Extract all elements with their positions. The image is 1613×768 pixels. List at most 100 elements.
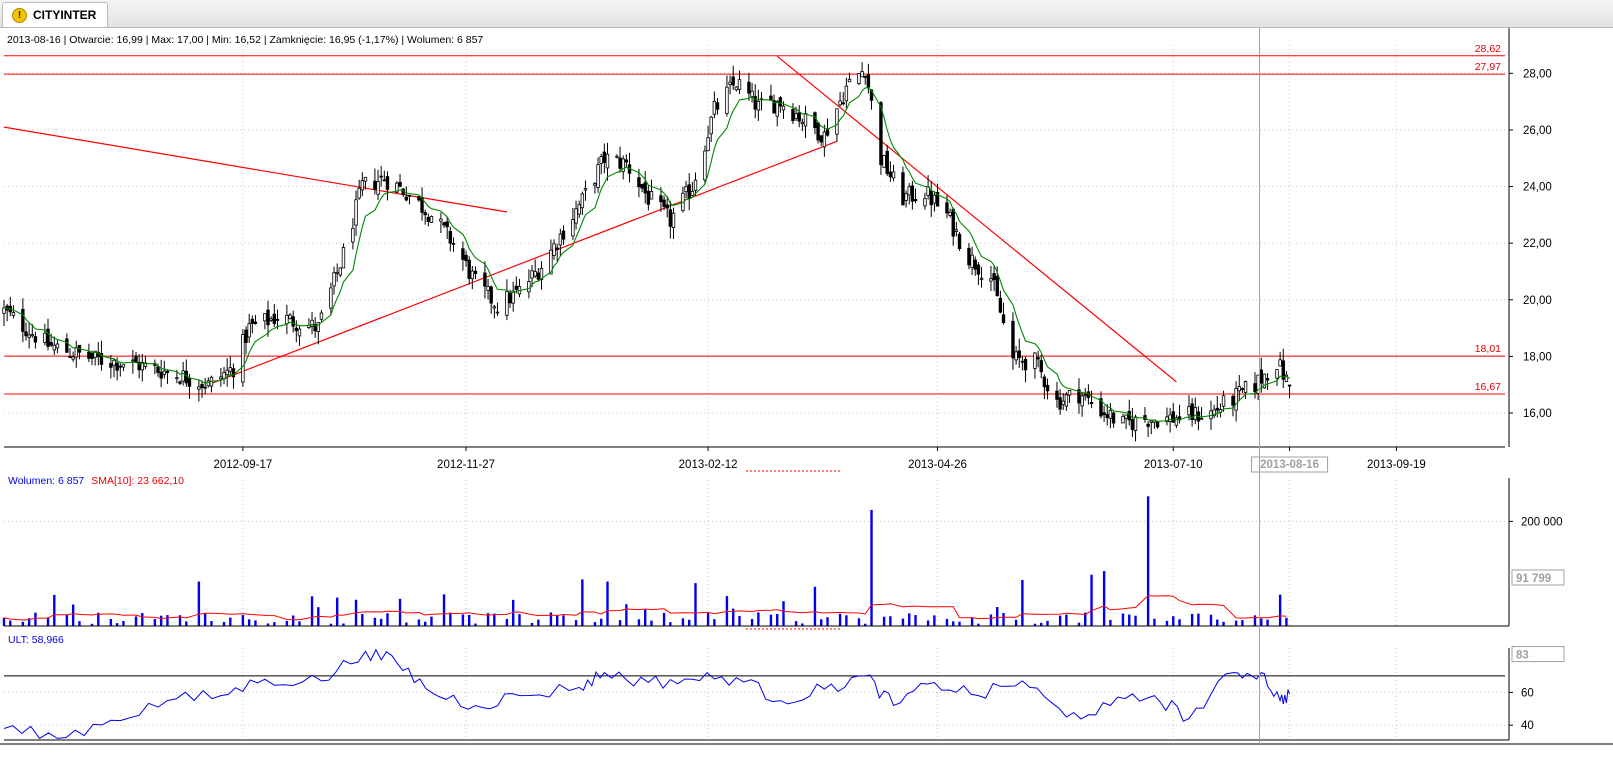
volume-bar <box>27 618 31 626</box>
volume-bar <box>461 614 465 626</box>
volume-bar <box>266 623 270 626</box>
candle-body <box>1077 389 1081 404</box>
candle-body <box>825 129 830 136</box>
volume-bar <box>1165 620 1169 626</box>
volume-bars <box>2 496 1288 626</box>
volume-bar <box>870 509 873 626</box>
candle-body <box>637 177 641 188</box>
x-tick-label: 2013-04-26 <box>908 459 967 471</box>
candle-body <box>882 155 886 168</box>
volume-bar <box>813 586 817 626</box>
candle-body <box>134 355 138 364</box>
volume-bar <box>1033 623 1037 626</box>
candle-body <box>420 197 424 213</box>
candle-body <box>93 350 97 358</box>
candle-body <box>728 81 732 85</box>
candle-body <box>1275 369 1279 379</box>
candle-body <box>33 336 38 343</box>
candle-body <box>1265 378 1270 381</box>
candle-body <box>341 247 346 269</box>
trend-lines <box>3 55 1177 386</box>
candle-body <box>1146 423 1150 427</box>
candle-body <box>574 208 578 224</box>
candle-body <box>1102 412 1106 416</box>
candle-body <box>297 328 302 337</box>
volume-bar <box>857 618 861 626</box>
volume-bar <box>669 622 672 626</box>
candle-body <box>360 180 365 191</box>
volume-bar <box>505 618 509 626</box>
volume-bar <box>650 620 653 626</box>
trend-line <box>776 55 1177 383</box>
volume-bar <box>694 583 697 626</box>
volume-bar <box>593 622 597 626</box>
candle-body <box>244 329 248 343</box>
volume-bar <box>1222 621 1225 626</box>
candle-body <box>319 312 324 320</box>
candle-body <box>426 217 431 223</box>
candle-body <box>1014 351 1018 361</box>
candle-body <box>11 312 16 316</box>
candle-body <box>68 356 72 358</box>
candle-body <box>1017 350 1021 359</box>
candle-body <box>1064 394 1069 407</box>
candle-body <box>967 247 971 266</box>
candle-body <box>923 198 927 207</box>
candle-body <box>659 195 663 203</box>
candle-body <box>973 259 977 270</box>
volume-bar <box>405 622 408 626</box>
candle-body <box>1262 373 1267 389</box>
volume-bar <box>901 618 905 626</box>
candle-body <box>483 272 487 287</box>
volume-bar <box>945 618 949 626</box>
candle-body <box>539 267 544 281</box>
volume-bar <box>555 615 559 626</box>
volume-bar <box>222 622 226 626</box>
candle-body <box>1155 420 1160 428</box>
candle-body <box>1011 320 1015 359</box>
candle-body <box>533 271 537 277</box>
volume-bar <box>1253 615 1257 626</box>
volume-bar <box>1002 613 1005 626</box>
volume-bar <box>1090 574 1093 626</box>
volume-sma <box>3 595 1287 621</box>
candle-body <box>489 286 493 304</box>
candle-body <box>615 155 619 158</box>
candle-body <box>693 179 698 191</box>
candle-body <box>464 254 468 262</box>
volume-legend: Wolumen: 6 857 SMA[10]: 23 662,10 <box>8 475 184 487</box>
candle-body <box>21 308 25 332</box>
y-tick-label: 18,00 <box>1523 351 1552 363</box>
candle-body <box>197 386 201 390</box>
volume-bar <box>9 620 12 626</box>
x-tick-label: 2013-09-19 <box>1367 459 1426 471</box>
candle-body <box>687 184 691 200</box>
volume-bar <box>53 594 56 626</box>
candle-body <box>781 105 786 111</box>
volume-bar <box>34 612 37 626</box>
candle-body <box>247 323 251 338</box>
candle-body <box>794 113 798 120</box>
candle-body <box>351 228 355 243</box>
candle-body <box>417 195 421 201</box>
candle-body <box>684 186 688 193</box>
volume-bar <box>826 617 829 626</box>
volume-bar <box>373 617 377 626</box>
candle-body <box>822 131 827 148</box>
candles <box>2 62 1292 442</box>
candle-body <box>646 190 651 205</box>
candle-body <box>888 171 893 178</box>
candle-body <box>514 285 519 290</box>
volume-bar <box>1065 614 1068 626</box>
tab-cityinter[interactable]: ! CITYINTER <box>2 2 108 27</box>
volume-bar <box>845 615 848 626</box>
volume-bar <box>882 616 886 626</box>
candle-body <box>1171 411 1175 423</box>
candle-body <box>1234 388 1238 411</box>
candle-body <box>552 243 556 256</box>
candle-body <box>329 287 333 309</box>
candle-body <box>46 328 50 347</box>
volume-bar <box>430 616 433 626</box>
candle-body <box>885 150 889 174</box>
